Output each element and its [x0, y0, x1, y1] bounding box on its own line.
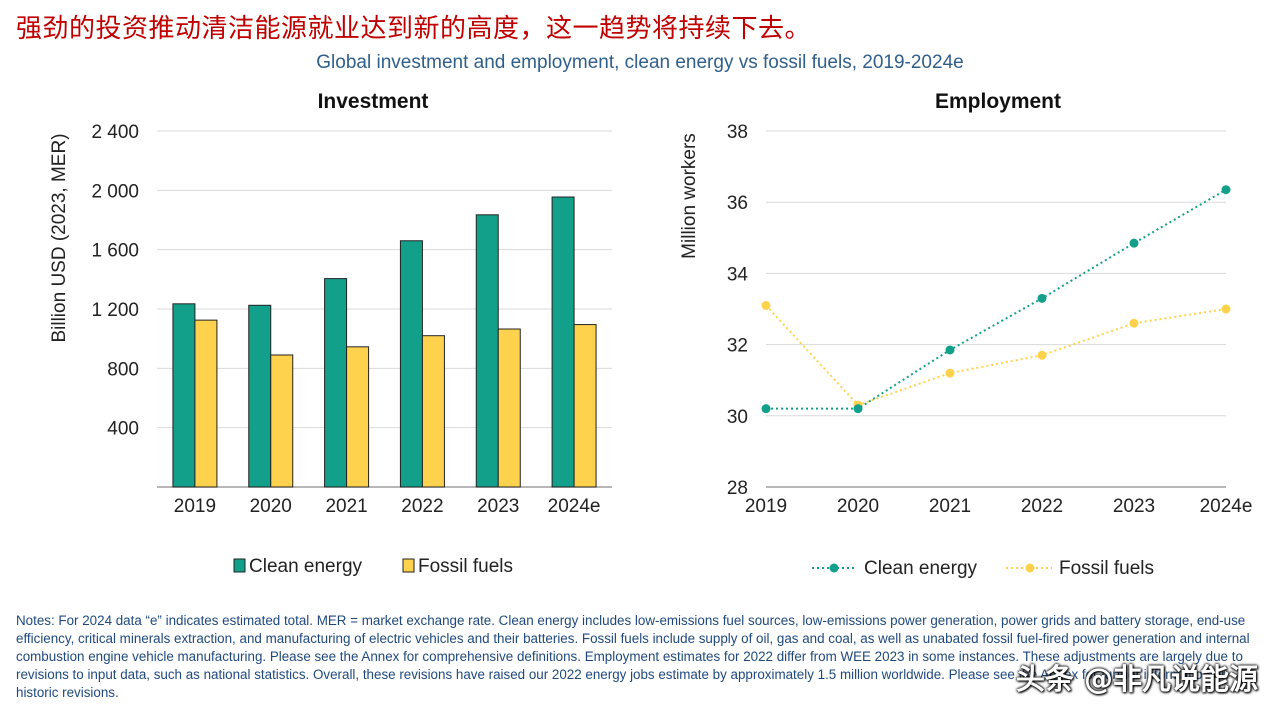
point-fossil-fuels	[1221, 304, 1231, 314]
line-clean-energy	[766, 188, 1227, 410]
bar-clean-energy	[172, 303, 196, 488]
y-tick-label: 32	[727, 336, 748, 357]
legend-marker-clean-energy	[829, 563, 839, 573]
investment-chart-title: Investment	[317, 90, 429, 113]
x-tick-label: 2022	[1021, 496, 1063, 517]
y-tick-label: 400	[107, 419, 139, 440]
point-fossil-fuels	[945, 368, 955, 378]
y-axis-label: Billion USD (2023, MER)	[49, 133, 70, 342]
y-tick-label: 30	[727, 407, 748, 428]
point-fossil-fuels	[1037, 350, 1047, 360]
point-clean-energy	[853, 404, 863, 414]
y-tick-label: 38	[727, 122, 748, 143]
x-tick-label: 2020	[837, 496, 879, 517]
x-tick-label: 2021	[325, 496, 367, 517]
point-fossil-fuels	[1129, 318, 1139, 328]
bar-fossil-fuels	[270, 354, 294, 488]
x-tick-label: 2021	[929, 496, 971, 517]
point-clean-energy	[761, 404, 771, 414]
y-tick-label: 2 000	[91, 181, 139, 202]
y-tick-label: 34	[727, 264, 749, 285]
bar-fossil-fuels	[421, 335, 445, 488]
bar-fossil-fuels	[194, 319, 218, 488]
bar-fossil-fuels	[497, 328, 521, 488]
watermark: 头条 @非凡说能源	[1015, 662, 1258, 696]
investment-chart: 400 800 1 200 1 600 2 000 2 400 2019 2020 2021 20…	[49, 122, 612, 577]
point-clean-energy	[1129, 238, 1139, 248]
point-clean-energy	[1037, 293, 1047, 303]
y-tick-label: 36	[727, 193, 748, 214]
bar-clean-energy	[324, 278, 348, 488]
legend-swatch-fossil-fuels	[402, 558, 415, 573]
x-tick-label: 2022	[401, 496, 443, 517]
employment-chart-title: Employment	[934, 90, 1062, 113]
point-fossil-fuels	[761, 300, 771, 310]
legend-label-clean-energy: Clean energy	[864, 558, 978, 579]
line-fossil-fuels	[765, 304, 1227, 407]
x-tick-label: 2019	[174, 496, 216, 517]
y-tick-label: 800	[107, 359, 139, 380]
x-tick-label: 2023	[1113, 496, 1155, 517]
y-tick-label: 1 600	[91, 241, 139, 262]
legend-marker-fossil-fuels	[1025, 563, 1035, 573]
legend-swatch-clean-energy	[233, 558, 246, 573]
legend-label-fossil-fuels: Fossil fuels	[1059, 558, 1154, 579]
x-tick-label: 2024e	[548, 496, 601, 517]
x-tick-label: 2024e	[1200, 496, 1253, 517]
bar-clean-energy	[399, 240, 423, 488]
notes-text: Notes: For 2024 data “e” indicates estim…	[16, 613, 1250, 700]
point-clean-energy	[1221, 185, 1231, 195]
figure-subtitle: Global investment and employment, clean …	[316, 52, 964, 73]
x-tick-label: 2023	[477, 496, 519, 517]
point-clean-energy	[945, 345, 955, 355]
x-tick-label: 2019	[745, 496, 787, 517]
employment-chart: 28 30 32 34 36 38 2019 2020 2021 2022 2023 2024e Mil…	[679, 122, 1253, 579]
legend-label-fossil-fuels: Fossil fuels	[418, 556, 513, 577]
bar-clean-energy	[248, 304, 272, 488]
bar-clean-energy	[475, 214, 499, 488]
bar-fossil-fuels	[346, 346, 370, 488]
headline: 强劲的投资推动清洁能源就业达到新的高度，这一趋势将持续下去。	[16, 14, 812, 44]
x-tick-label: 2020	[250, 496, 292, 517]
y-axis-label: Million workers	[679, 133, 700, 259]
bar-fossil-fuels	[573, 324, 597, 488]
legend-label-clean-energy: Clean energy	[249, 556, 363, 577]
y-tick-label: 1 200	[91, 300, 139, 321]
y-tick-label: 2 400	[91, 122, 139, 143]
y-tick-label: 28	[727, 478, 748, 499]
bar-clean-energy	[551, 196, 575, 488]
